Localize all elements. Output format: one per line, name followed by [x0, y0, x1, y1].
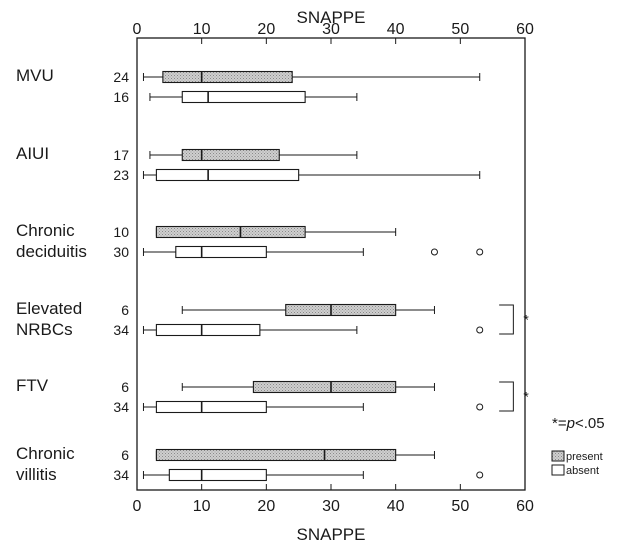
box-absent	[175, 245, 267, 259]
group-label: MVU	[16, 66, 54, 85]
box-present	[285, 303, 397, 317]
x-tick-label-bottom: 30	[322, 498, 340, 515]
x-tick-label-top: 0	[133, 21, 142, 38]
box-present	[162, 70, 293, 84]
n-label: 6	[121, 447, 129, 463]
significance-bracket	[499, 304, 514, 335]
outlier-point	[430, 248, 438, 256]
n-label: 34	[113, 399, 129, 415]
group-label: FTV	[16, 376, 49, 395]
outlier-point	[476, 403, 484, 411]
group-label: villitis	[16, 465, 57, 484]
significance-asterisk: *	[523, 389, 529, 405]
note-italic: p	[566, 415, 575, 432]
outlier-point	[476, 471, 484, 479]
box-absent	[155, 323, 261, 337]
x-tick-label-top: 50	[451, 21, 469, 38]
group-label: deciduitis	[16, 242, 87, 261]
n-label: 34	[113, 322, 129, 338]
n-label: 23	[113, 167, 129, 183]
n-label: 6	[121, 379, 129, 395]
group-label: AIUI	[16, 144, 49, 163]
n-label: 24	[113, 69, 129, 85]
box-absent	[155, 400, 267, 414]
x-tick-label-top: 30	[322, 21, 340, 38]
box-absent	[181, 90, 306, 104]
n-label: 10	[113, 224, 129, 240]
n-label: 6	[121, 302, 129, 318]
n-label: 17	[113, 147, 129, 163]
n-label: 34	[113, 467, 129, 483]
x-tick-label-top: 10	[193, 21, 211, 38]
legend-label-present: present	[566, 451, 603, 463]
x-axis-title-top: SNAPPE	[297, 8, 366, 27]
x-tick-label-top: 20	[257, 21, 275, 38]
x-tick-label-top: 60	[516, 21, 534, 38]
box-present	[155, 225, 306, 239]
plot-frame	[136, 37, 526, 491]
x-tick-label-top: 40	[387, 21, 405, 38]
n-label: 16	[113, 89, 129, 105]
box-absent	[168, 468, 267, 482]
group-label: Chronic	[16, 444, 75, 463]
x-tick-label-bottom: 10	[193, 498, 211, 515]
outlier-point	[476, 248, 484, 256]
box-present	[181, 148, 280, 162]
n-label: 30	[113, 244, 129, 260]
group-label: Elevated	[16, 299, 82, 318]
significance-bracket	[499, 381, 514, 412]
outlier-point	[476, 326, 484, 334]
group-label: NRBCs	[16, 320, 73, 339]
x-tick-label-bottom: 20	[257, 498, 275, 515]
x-tick-label-bottom: 0	[133, 498, 142, 515]
legend-swatch-present	[551, 450, 565, 462]
x-tick-label-bottom: 60	[516, 498, 534, 515]
note-prefix: *=	[552, 415, 567, 432]
box-absent	[155, 168, 300, 182]
box-present	[155, 448, 397, 462]
x-tick-label-bottom: 40	[387, 498, 405, 515]
significance-asterisk: *	[523, 312, 529, 328]
significance-note: *=p<.05	[552, 415, 605, 432]
x-axis-title-bottom: SNAPPE	[297, 525, 366, 544]
x-tick-label-bottom: 50	[451, 498, 469, 515]
legend-swatch-absent	[551, 464, 565, 476]
legend-label-absent: absent	[566, 465, 599, 477]
box-present	[252, 380, 397, 394]
note-suffix: <.05	[575, 415, 605, 432]
group-label: Chronic	[16, 221, 75, 240]
